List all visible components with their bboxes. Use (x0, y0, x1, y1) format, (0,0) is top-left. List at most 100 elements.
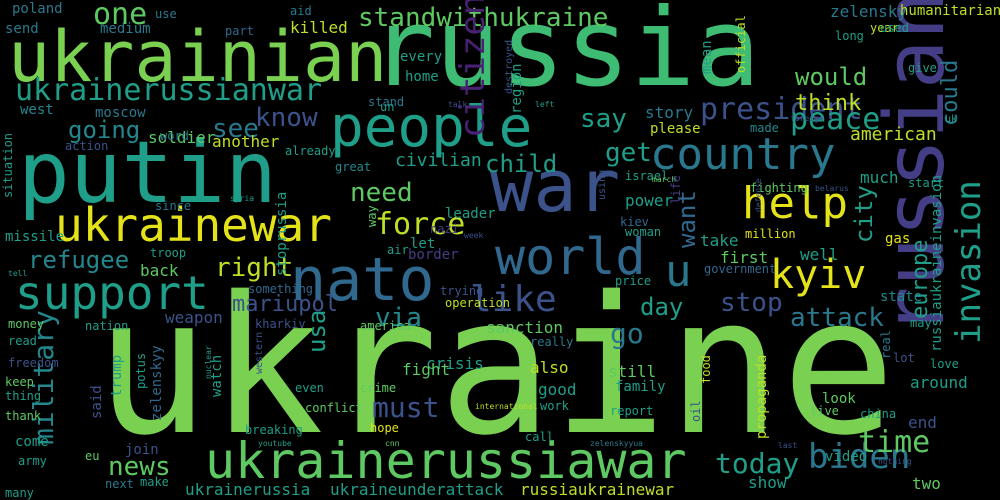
word-give: give (908, 61, 937, 75)
word-army: army (18, 454, 47, 468)
word-ukrainewar: ukrainewar (55, 198, 332, 252)
word-send: send (5, 21, 39, 37)
word-still: still (608, 362, 657, 381)
word-family: family (615, 379, 666, 395)
word-russia: russia (370, 0, 761, 111)
word-killed: killed (290, 18, 348, 37)
word-power: power (625, 191, 674, 210)
word-potus: potus (134, 352, 148, 389)
word-go: go (610, 317, 644, 350)
word-help: help (742, 178, 848, 229)
word-un: un (380, 100, 395, 114)
word-great: great (335, 160, 372, 174)
word-like: like (470, 279, 557, 320)
word-child: child (485, 150, 558, 178)
word-two: two (912, 474, 941, 493)
word-well: well (800, 245, 839, 264)
word-word: word (160, 129, 189, 143)
word-stoprussia: stoprussia (274, 191, 290, 276)
word-used: used (880, 21, 909, 35)
word-city: city (850, 185, 878, 243)
word-west: west (20, 102, 54, 118)
word-invasion: invasion (949, 180, 989, 344)
word-country: country (650, 129, 836, 180)
word-fighting: fighting (750, 181, 808, 195)
word-around: around (910, 373, 968, 392)
word-breaking: breaking (245, 423, 303, 437)
word-made: made (750, 121, 779, 135)
word-time: time (858, 425, 931, 460)
word-crime: crime (360, 381, 397, 395)
word-story: story (645, 103, 694, 122)
word-state: state (880, 289, 923, 305)
word-know: know (255, 103, 318, 133)
word-situation: situation (1, 132, 15, 198)
word-nothing: nothing (878, 457, 912, 466)
word-soldier: soldier (148, 128, 216, 147)
word-something: something (248, 282, 314, 296)
word-air: air (387, 243, 409, 257)
word-day: day (640, 293, 684, 321)
word-say: say (580, 104, 627, 134)
word-ukraine: ukraine (95, 256, 896, 477)
word-million: million (745, 227, 796, 241)
word-sanction: sanction (486, 318, 564, 337)
word-keep: keep (5, 375, 34, 389)
word-missile: missile (5, 229, 65, 245)
word-peace: peace (790, 102, 881, 137)
word-nato: nato (290, 245, 435, 315)
word-nation: nation (85, 319, 129, 333)
word-please: please (650, 121, 701, 137)
word-foreign: foreign (790, 114, 824, 123)
word-people: people (330, 95, 533, 160)
word-thing: thing (5, 389, 42, 403)
word-western: western (254, 331, 265, 374)
word-uk: uk (945, 114, 958, 125)
word-read: read (8, 334, 37, 348)
word-food: food (699, 355, 713, 384)
word-many: many (5, 486, 34, 500)
word-thank: thank (5, 409, 42, 423)
word-zelenskyy: zelenskyy (149, 345, 165, 421)
word-today: today (715, 447, 800, 480)
word-president: president (700, 92, 863, 127)
word-stop: stop (720, 288, 783, 318)
word-think: think (795, 91, 862, 116)
word-youtube: youtube (258, 439, 292, 448)
word-eu: eu (85, 449, 100, 463)
word-conflict: conflict (305, 401, 363, 415)
word-trump: trump (109, 354, 125, 397)
word-moscow: moscow (95, 105, 146, 121)
word-see: see (212, 114, 259, 144)
word-may: may (910, 316, 932, 330)
word-biden: biden (808, 437, 911, 477)
word-last: last (778, 441, 798, 450)
word-money: money (8, 317, 45, 331)
word-usa: usa (303, 309, 331, 353)
word-live: live (810, 404, 839, 418)
word-china: china (860, 407, 897, 421)
word-march: march (652, 175, 677, 184)
word-make: make (140, 475, 169, 489)
word-support: support (15, 266, 209, 320)
word-refugee: refugee (28, 246, 130, 274)
word-said: said (89, 385, 105, 419)
word-really: really (530, 335, 574, 349)
word-stand: stand (368, 95, 405, 109)
word-kyiv: kyiv (770, 252, 867, 298)
word-syria: syria (230, 194, 255, 203)
word-putin: putin (18, 123, 277, 223)
word-must: must (372, 391, 440, 424)
word-get: get (605, 138, 652, 168)
word-take: take (700, 231, 739, 250)
word-russiaukraineinvasion: russiaukraineinvasion (929, 174, 945, 352)
word-region: region (509, 63, 525, 114)
word-since: since (155, 199, 192, 213)
word-call: call (525, 430, 554, 444)
word-international: international (475, 402, 538, 411)
word-let: let (410, 236, 436, 252)
word-every: every (400, 49, 443, 65)
word-left: left (535, 100, 555, 109)
word-talk: talk (448, 100, 468, 109)
